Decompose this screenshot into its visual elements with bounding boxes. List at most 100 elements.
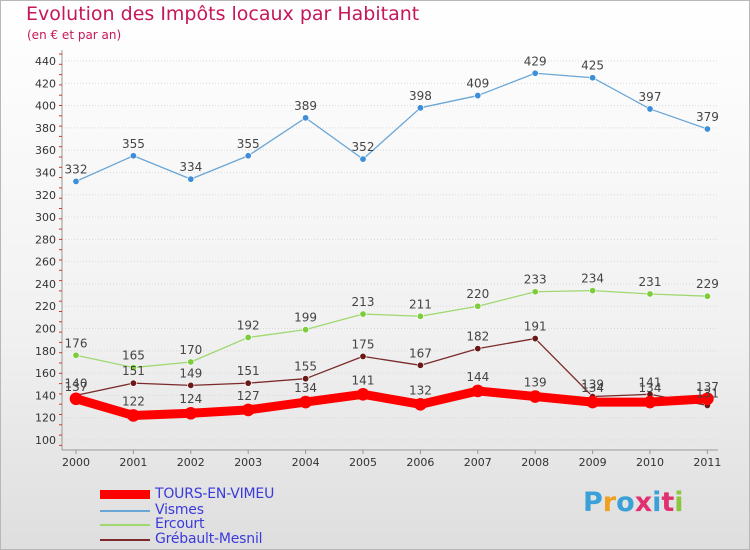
- data-label: 149: [179, 366, 202, 380]
- data-point: [586, 395, 599, 409]
- series-line: [75, 289, 709, 369]
- logo-letter: x: [634, 487, 653, 518]
- data-label: 176: [65, 336, 88, 350]
- data-label: 127: [237, 389, 260, 403]
- data-point: [129, 379, 137, 387]
- chart-title: Evolution des Impôts locaux par Habitant: [26, 3, 420, 25]
- x-tick-label: 2002: [177, 456, 205, 469]
- data-point: [531, 335, 539, 343]
- data-label: 134: [294, 381, 317, 395]
- data-point: [299, 395, 312, 409]
- data-point: [643, 395, 657, 409]
- data-point: [474, 302, 482, 310]
- data-label: 122: [122, 394, 145, 408]
- logo-letter: r: [602, 487, 617, 518]
- logo-letter: P: [583, 487, 603, 518]
- data-label: 182: [466, 330, 489, 344]
- y-tick-label: 120: [35, 412, 56, 425]
- y-tick-label: 240: [35, 278, 56, 291]
- x-tick-label: 2011: [693, 456, 721, 469]
- data-label: 332: [65, 162, 88, 176]
- data-point: [72, 177, 80, 185]
- data-point: [646, 105, 654, 113]
- y-tick-label: 360: [35, 144, 56, 157]
- data-point: [531, 288, 539, 296]
- x-tick-label: 2009: [579, 456, 607, 469]
- data-label: 352: [352, 140, 375, 154]
- data-point: [69, 392, 83, 406]
- data-label: 155: [294, 360, 317, 374]
- x-tick-label: 2008: [521, 456, 549, 469]
- legend-label-tours: TOURS-EN-VIMEU: [155, 486, 275, 502]
- data-point: [302, 326, 310, 334]
- logo-letter: o: [616, 487, 635, 518]
- data-point: [184, 406, 198, 420]
- data-point: [474, 345, 482, 353]
- data-point: [471, 384, 485, 398]
- y-tick-label: 100: [35, 434, 56, 447]
- legend-label-grebault: Grébault-Mesnil: [155, 531, 263, 547]
- legend-swatch-grebault: [100, 539, 150, 541]
- data-point: [416, 312, 424, 320]
- legend-label-ercourt: Ercourt: [155, 516, 205, 532]
- y-tick-label: 180: [35, 345, 56, 358]
- data-label: 213: [352, 295, 375, 309]
- data-label: 397: [639, 90, 662, 104]
- data-label: 124: [179, 392, 202, 406]
- data-point: [244, 379, 252, 387]
- data-point: [531, 69, 539, 77]
- data-point: [589, 74, 597, 82]
- data-label: 425: [581, 59, 604, 73]
- y-tick-label: 220: [35, 300, 56, 313]
- data-point: [241, 403, 255, 417]
- data-point: [359, 155, 367, 163]
- data-label: 134: [639, 381, 662, 395]
- data-point: [416, 361, 424, 369]
- data-label: 199: [294, 311, 317, 325]
- y-tick-label: 300: [35, 211, 56, 224]
- y-tick-label: 440: [35, 55, 56, 68]
- data-label: 389: [294, 99, 317, 113]
- y-tick-label: 160: [35, 367, 56, 380]
- data-point: [302, 375, 310, 383]
- data-label: 140: [65, 376, 88, 390]
- data-point: [244, 333, 252, 341]
- data-label: 379: [696, 110, 719, 124]
- data-label: 229: [696, 277, 719, 291]
- data-point: [703, 125, 711, 133]
- data-point: [359, 352, 367, 360]
- data-point: [356, 387, 370, 401]
- data-label: 211: [409, 297, 432, 311]
- data-point: [474, 92, 482, 100]
- logo-letter: i: [652, 487, 662, 518]
- data-label: 175: [352, 337, 375, 351]
- data-label: 134: [581, 381, 604, 395]
- data-point: [701, 392, 714, 406]
- data-label: 141: [352, 373, 375, 387]
- x-tick-label: 2000: [62, 456, 90, 469]
- data-label: 144: [466, 370, 489, 384]
- x-tick-label: 2010: [636, 456, 664, 469]
- data-label: 398: [409, 89, 432, 103]
- data-point: [187, 358, 195, 366]
- data-label: 167: [409, 346, 432, 360]
- data-point: [187, 381, 195, 389]
- proxiti-logo[interactable]: Proxiti: [583, 487, 684, 518]
- data-label: 132: [409, 383, 432, 397]
- series-line: [71, 386, 712, 420]
- data-label: 151: [237, 364, 260, 378]
- x-tick-label: 2007: [464, 456, 492, 469]
- y-tick-label: 380: [35, 122, 56, 135]
- y-tick-label: 280: [35, 233, 56, 246]
- data-point: [72, 351, 80, 359]
- y-tick-label: 260: [35, 256, 56, 269]
- data-label: 429: [524, 54, 547, 68]
- y-tick-label: 200: [35, 323, 56, 336]
- y-tick-label: 320: [35, 189, 56, 202]
- data-label: 355: [122, 137, 145, 151]
- data-point: [528, 390, 542, 403]
- data-label: 170: [179, 343, 202, 357]
- data-label: 355: [237, 137, 260, 151]
- data-label: 334: [179, 160, 202, 174]
